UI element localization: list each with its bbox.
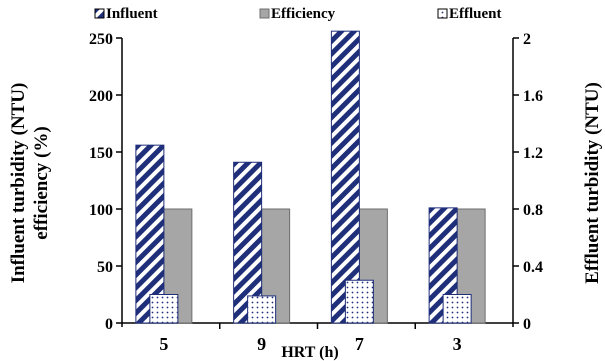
x-tick-label: 3 xyxy=(453,334,462,354)
y-right-tick-label: 0.4 xyxy=(523,259,543,276)
y-right-tick-label: 0 xyxy=(523,316,531,333)
bar-effluent-7 xyxy=(344,279,374,324)
legend-swatch-influent xyxy=(94,8,105,19)
y-right-tick-label: 1.2 xyxy=(523,145,543,162)
legend-label-efficiency: Efficiency xyxy=(271,6,336,22)
y-left-tick-label: 0 xyxy=(105,316,113,333)
y-left-tick-label: 200 xyxy=(89,88,113,105)
bars xyxy=(135,30,486,324)
y-left-tick-label: 100 xyxy=(89,202,113,219)
bar-influent-5 xyxy=(135,144,165,324)
y-right-tick-label: 0.8 xyxy=(523,202,543,219)
y-left-tick-label: 250 xyxy=(89,31,113,48)
y-left-tick-label: 150 xyxy=(89,145,113,162)
y-axis-left-label-line2: efficiency (%) xyxy=(31,126,52,239)
bar-effluent-5 xyxy=(149,294,179,324)
bar-effluent-3 xyxy=(442,294,472,324)
x-tick-label: 9 xyxy=(257,334,266,354)
y-right-tick-label: 1.6 xyxy=(523,88,543,105)
x-tick-label: 7 xyxy=(355,334,364,354)
legend-label-influent: Influent xyxy=(106,6,158,22)
bar-effluent-9 xyxy=(247,295,277,324)
y-left-tick-label: 50 xyxy=(97,259,113,276)
y-right-tick-label: 2 xyxy=(523,31,531,48)
legend: Influent Efficiency Effluent xyxy=(94,6,502,22)
legend-swatch-efficiency xyxy=(259,8,270,19)
legend-swatch-effluent xyxy=(437,8,448,19)
legend-label-effluent: Effluent xyxy=(449,6,502,22)
y-axis-right-label: Effluent turbidity (NTU) xyxy=(582,82,603,284)
y-axis-left-label-line1: Influent turbidity (NTU) xyxy=(8,83,29,284)
x-tick-label: 5 xyxy=(159,334,168,354)
x-axis-label: HRT (h) xyxy=(281,344,338,361)
bar-influent-7 xyxy=(330,30,360,324)
